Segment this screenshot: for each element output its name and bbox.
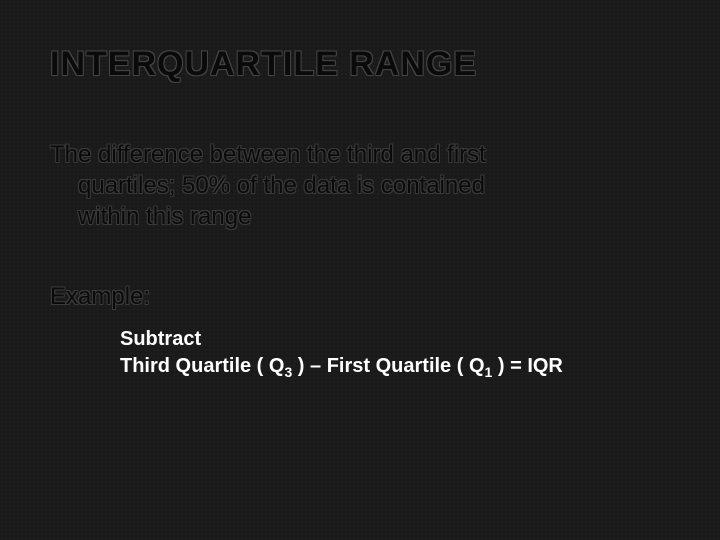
formula-suffix: ) = IQR — [492, 355, 563, 377]
formula-line-2: Third Quartile ( Q3 ) – First Quartile (… — [120, 353, 670, 382]
example-label: Example: — [50, 283, 670, 311]
definition-line-1: The difference between the third and fir… — [50, 139, 670, 170]
formula-mid: ) – First Quartile ( Q — [292, 355, 484, 377]
slide-title: INTERQUARTILE RANGE — [50, 45, 670, 84]
formula-line-1: Subtract — [120, 326, 670, 353]
definition-text: The difference between the third and fir… — [50, 139, 670, 233]
definition-line-3: within this range — [50, 201, 670, 232]
formula-prefix: Third Quartile ( Q — [120, 355, 284, 377]
definition-line-2: quartiles; 50% of the data is contained — [50, 170, 670, 201]
formula-block: Subtract Third Quartile ( Q3 ) – First Q… — [50, 326, 670, 382]
slide-container: INTERQUARTILE RANGE The difference betwe… — [0, 0, 720, 540]
